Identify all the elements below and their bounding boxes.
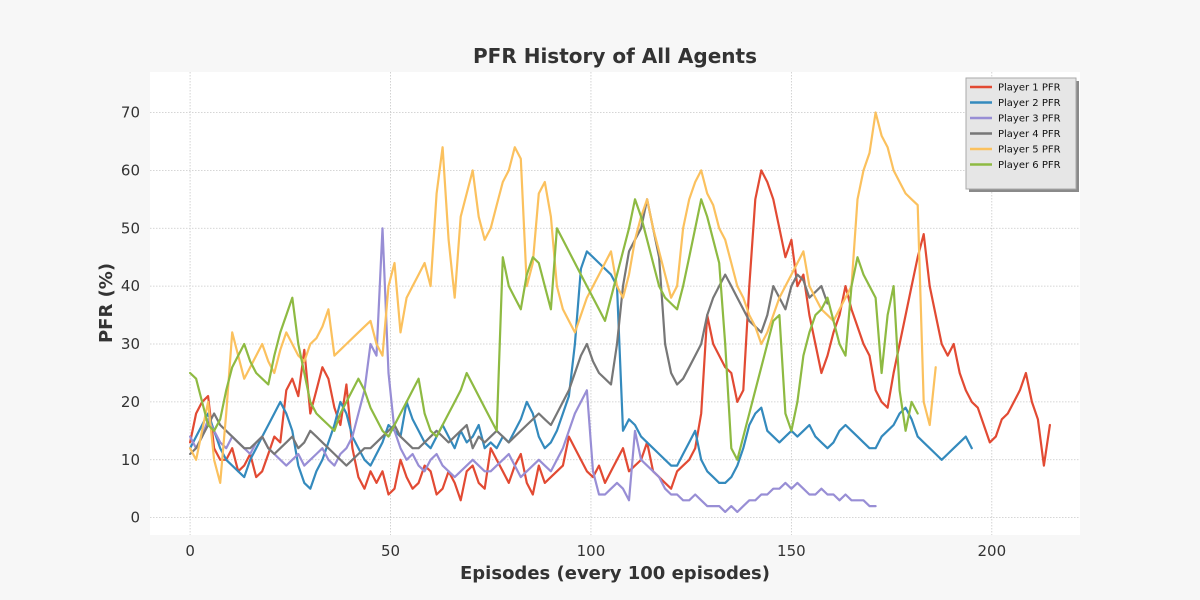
- x-tick-label: 100: [577, 542, 606, 560]
- legend-label: Player 5 PFR: [998, 145, 1061, 156]
- y-tick-label: 20: [121, 393, 140, 411]
- series-line-player-1: [189, 169, 1052, 502]
- ticks: 0 50 100 150 200 0 10 20 30 40 50 60 70: [121, 104, 1006, 560]
- chart-title: PFR History of All Agents: [473, 44, 757, 68]
- series-line-player-5: [189, 111, 937, 484]
- legend-label: Player 6 PFR: [998, 160, 1061, 171]
- y-axis-label: PFR (%): [96, 263, 117, 343]
- legend-label: Player 1 PFR: [998, 83, 1061, 94]
- series-layer: [189, 111, 1052, 513]
- y-tick-label: 40: [121, 277, 140, 295]
- series-line-player-6: [189, 198, 919, 461]
- series-line-player-2: [189, 250, 973, 490]
- legend-label: Player 4 PFR: [998, 129, 1061, 140]
- x-tick-label: 0: [185, 542, 195, 560]
- grid: [150, 72, 1080, 535]
- y-tick-label: 70: [121, 104, 140, 122]
- plot-area: [150, 72, 1080, 535]
- x-axis-label: Episodes (every 100 episodes): [460, 563, 770, 584]
- legend: Player 1 PFR Player 2 PFR Player 3 PFR Play…: [965, 77, 1079, 192]
- x-tick-label: 50: [381, 542, 400, 560]
- x-tick-label: 150: [777, 542, 806, 560]
- legend-label: Player 2 PFR: [998, 98, 1061, 109]
- y-tick-label: 50: [121, 219, 140, 237]
- legend-label: Player 3 PFR: [998, 114, 1061, 125]
- x-tick-label: 200: [977, 542, 1006, 560]
- series-line-player-3: [189, 227, 877, 513]
- y-tick-label: 0: [130, 509, 140, 527]
- y-tick-label: 10: [121, 451, 140, 469]
- y-tick-label: 30: [121, 335, 140, 353]
- y-tick-label: 60: [121, 161, 140, 179]
